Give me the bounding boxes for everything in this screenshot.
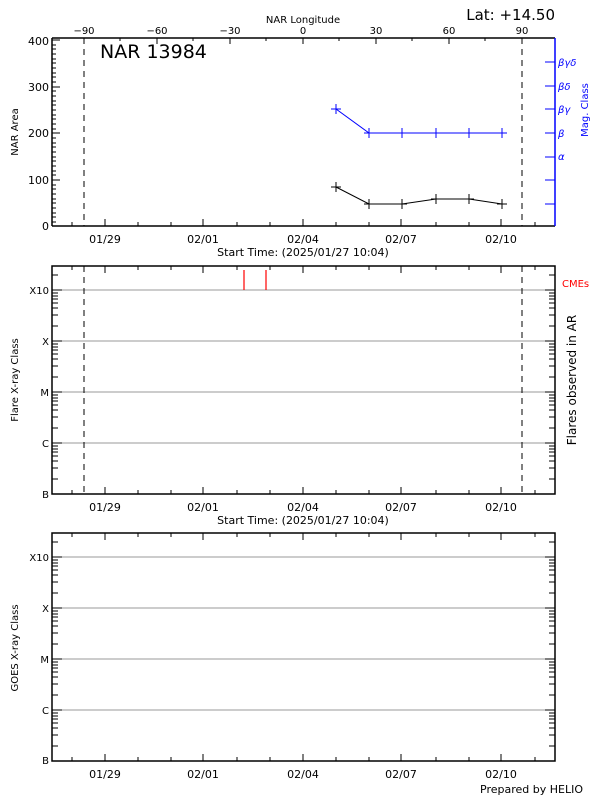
- svg-text:X: X: [42, 604, 49, 615]
- flare-plot-frame: [51, 265, 556, 495]
- region-title: NAR 13984: [100, 41, 207, 63]
- svg-text:02/10: 02/10: [485, 233, 517, 246]
- svg-text:60: 60: [443, 26, 456, 37]
- svg-text:02/07: 02/07: [385, 768, 417, 781]
- svg-text:0: 0: [300, 26, 306, 37]
- flare-top-ticks: [71, 266, 536, 273]
- svg-text:βγ: βγ: [557, 105, 571, 116]
- svg-text:400: 400: [28, 35, 49, 48]
- goes-date-tick-labels: 01/29 02/01 02/04 02/07 02/10: [89, 768, 517, 781]
- svg-text:100: 100: [28, 174, 49, 187]
- goes-y-label: GOES X-ray Class: [10, 604, 21, 691]
- svg-text:30: 30: [370, 26, 383, 37]
- svg-text:02/07: 02/07: [385, 501, 417, 514]
- area-y-minor-ticks: [52, 44, 56, 223]
- latitude-label: Lat: +14.50: [466, 6, 555, 24]
- svg-text:X10: X10: [29, 286, 49, 297]
- flare-bottom-ticks: [71, 487, 536, 494]
- svg-text:02/04: 02/04: [287, 768, 319, 781]
- area-y-ticks: [52, 39, 60, 227]
- svg-text:B: B: [42, 490, 49, 501]
- goes-gridlines: [52, 556, 555, 711]
- goes-xray-panel: B C M X X10 GOES X-ray Class 01/29 02/01…: [10, 532, 583, 796]
- flare-date-tick-labels: 01/29 02/01 02/04 02/07 02/10: [89, 501, 517, 514]
- flare-gridlines: [52, 289, 555, 444]
- flare-y-tick-labels: B C M X X10: [29, 286, 49, 501]
- goes-y-ticks: [52, 541, 62, 747]
- svg-text:90: 90: [516, 26, 529, 37]
- svg-text:βγδ: βγδ: [557, 58, 576, 69]
- svg-text:02/10: 02/10: [485, 768, 517, 781]
- top-axis-title: NAR Longitude: [266, 15, 340, 26]
- mag-class-ticks: [545, 61, 555, 205]
- top-date-tick-labels: 01/29 02/01 02/04 02/07 02/10: [89, 233, 517, 246]
- goes-top-ticks: [71, 533, 536, 540]
- svg-text:M: M: [40, 655, 49, 666]
- svg-text:B: B: [42, 756, 49, 767]
- flare-start-time-label: Start Time: (2025/01/27 10:04): [217, 514, 389, 527]
- flare-class-panel: B C M X X10 Flare X-ray Class Flares obs…: [10, 265, 589, 527]
- svg-text:−90: −90: [73, 26, 94, 37]
- cme-legend: CMEs: [562, 279, 589, 290]
- svg-text:α: α: [558, 152, 565, 163]
- svg-text:M: M: [40, 388, 49, 399]
- svg-text:02/01: 02/01: [187, 768, 219, 781]
- svg-text:02/04: 02/04: [287, 233, 319, 246]
- svg-text:02/10: 02/10: [485, 501, 517, 514]
- flare-y-ticks: [52, 274, 62, 480]
- mag-class-tick-labels: α β βγ βδ βγδ: [557, 58, 576, 163]
- prepared-by-footer: Prepared by HELIO: [480, 783, 583, 796]
- svg-text:01/29: 01/29: [89, 501, 121, 514]
- area-y-label: NAR Area: [10, 108, 21, 155]
- mag-class-y-label: Mag. Class: [580, 83, 591, 137]
- goes-y-tick-labels: B C M X X10: [29, 553, 49, 767]
- flare-y-label: Flare X-ray Class: [10, 338, 21, 422]
- cme-markers: [243, 270, 267, 290]
- svg-text:C: C: [42, 706, 49, 717]
- svg-text:01/29: 01/29: [89, 768, 121, 781]
- svg-text:X: X: [42, 337, 49, 348]
- svg-text:−60: −60: [146, 26, 167, 37]
- top-date-ticks: [71, 219, 536, 226]
- svg-text:01/29: 01/29: [89, 233, 121, 246]
- svg-text:βδ: βδ: [557, 82, 571, 93]
- area-y-tick-labels: 0 100 200 300 400: [28, 35, 49, 233]
- svg-text:C: C: [42, 439, 49, 450]
- nar-area-series: [331, 182, 507, 209]
- svg-text:300: 300: [28, 81, 49, 94]
- svg-text:02/01: 02/01: [187, 501, 219, 514]
- area-mag-panel: NAR Longitude Lat: +14.50 −90 −60 −30 0 …: [10, 6, 591, 259]
- svg-text:−30: −30: [219, 26, 240, 37]
- svg-text:02/07: 02/07: [385, 233, 417, 246]
- svg-text:02/01: 02/01: [187, 233, 219, 246]
- svg-text:X10: X10: [29, 553, 49, 564]
- svg-text:β: β: [557, 129, 565, 140]
- goes-y2-ticks: [545, 541, 555, 747]
- flare-y2-label: Flares observed in AR: [565, 315, 579, 445]
- goes-bottom-ticks: [71, 754, 536, 761]
- flare-y2-ticks: [545, 274, 555, 480]
- mag-class-series: [331, 104, 507, 138]
- svg-text:200: 200: [28, 127, 49, 140]
- goes-plot-frame: [51, 532, 556, 762]
- svg-text:0: 0: [42, 220, 49, 233]
- svg-text:02/04: 02/04: [287, 501, 319, 514]
- longitude-tick-labels: −90 −60 −30 0 30 60 90: [73, 26, 528, 37]
- top-start-time-label: Start Time: (2025/01/27 10:04): [217, 246, 389, 259]
